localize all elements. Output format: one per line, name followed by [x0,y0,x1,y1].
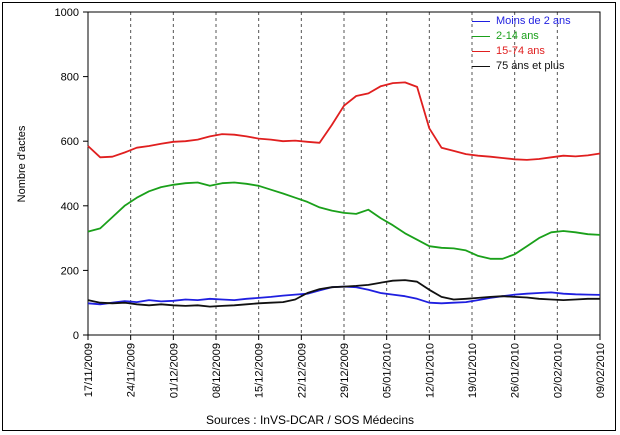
legend-item: 15-74 ans [472,44,571,59]
x-tick-label: 17/11/2009 [83,343,95,397]
x-tick-label: 29/12/2009 [339,343,351,398]
legend-swatch [472,21,490,22]
y-tick-label: 1000 [55,7,79,19]
series-line [87,81,601,161]
source-caption: Sources : InVS-DCAR / SOS Médecins [205,413,415,427]
legend-swatch [472,36,490,37]
legend-label: Moins de 2 ans [496,15,571,27]
legend-label: 15-74 ans [496,45,545,57]
x-tick-label: 26/01/2010 [510,343,522,398]
y-tick-label: 400 [61,201,79,213]
x-tick-label: 19/01/2010 [467,343,479,398]
series-line [87,279,600,308]
x-tick-label: 05/01/2010 [382,343,394,398]
x-tick-label: 22/12/2009 [296,343,308,398]
legend-item: Moins de 2 ans [472,14,571,29]
legend-swatch [472,66,490,67]
legend-item: 75 ans et plus [472,59,571,74]
legend-label: 75 ans et plus [496,60,565,72]
y-axis-label: Nombre d'actes [16,125,28,203]
y-tick-label: 600 [61,136,79,148]
chart-frame [2,2,616,431]
legend-item: 2-14 ans [472,29,571,44]
x-tick-label: 15/12/2009 [254,343,266,398]
x-tick-label: 09/02/2010 [595,343,607,398]
x-tick-label: 02/02/2010 [552,343,564,398]
x-tick-label: 01/12/2009 [168,343,180,398]
legend: Moins de 2 ans 2-14 ans 15-74 ans 75 ans et… [472,14,571,74]
x-tick-label: 24/11/2009 [126,343,138,397]
legend-label: 2-14 ans [496,30,539,42]
y-tick-label: 0 [73,330,79,342]
y-tick-label: 200 [61,265,79,277]
series-line [87,181,601,260]
legend-swatch [472,51,490,52]
x-tick-label: 08/12/2009 [211,343,223,398]
y-tick-label: 800 [61,72,79,84]
x-tick-label: 12/01/2010 [424,343,436,398]
